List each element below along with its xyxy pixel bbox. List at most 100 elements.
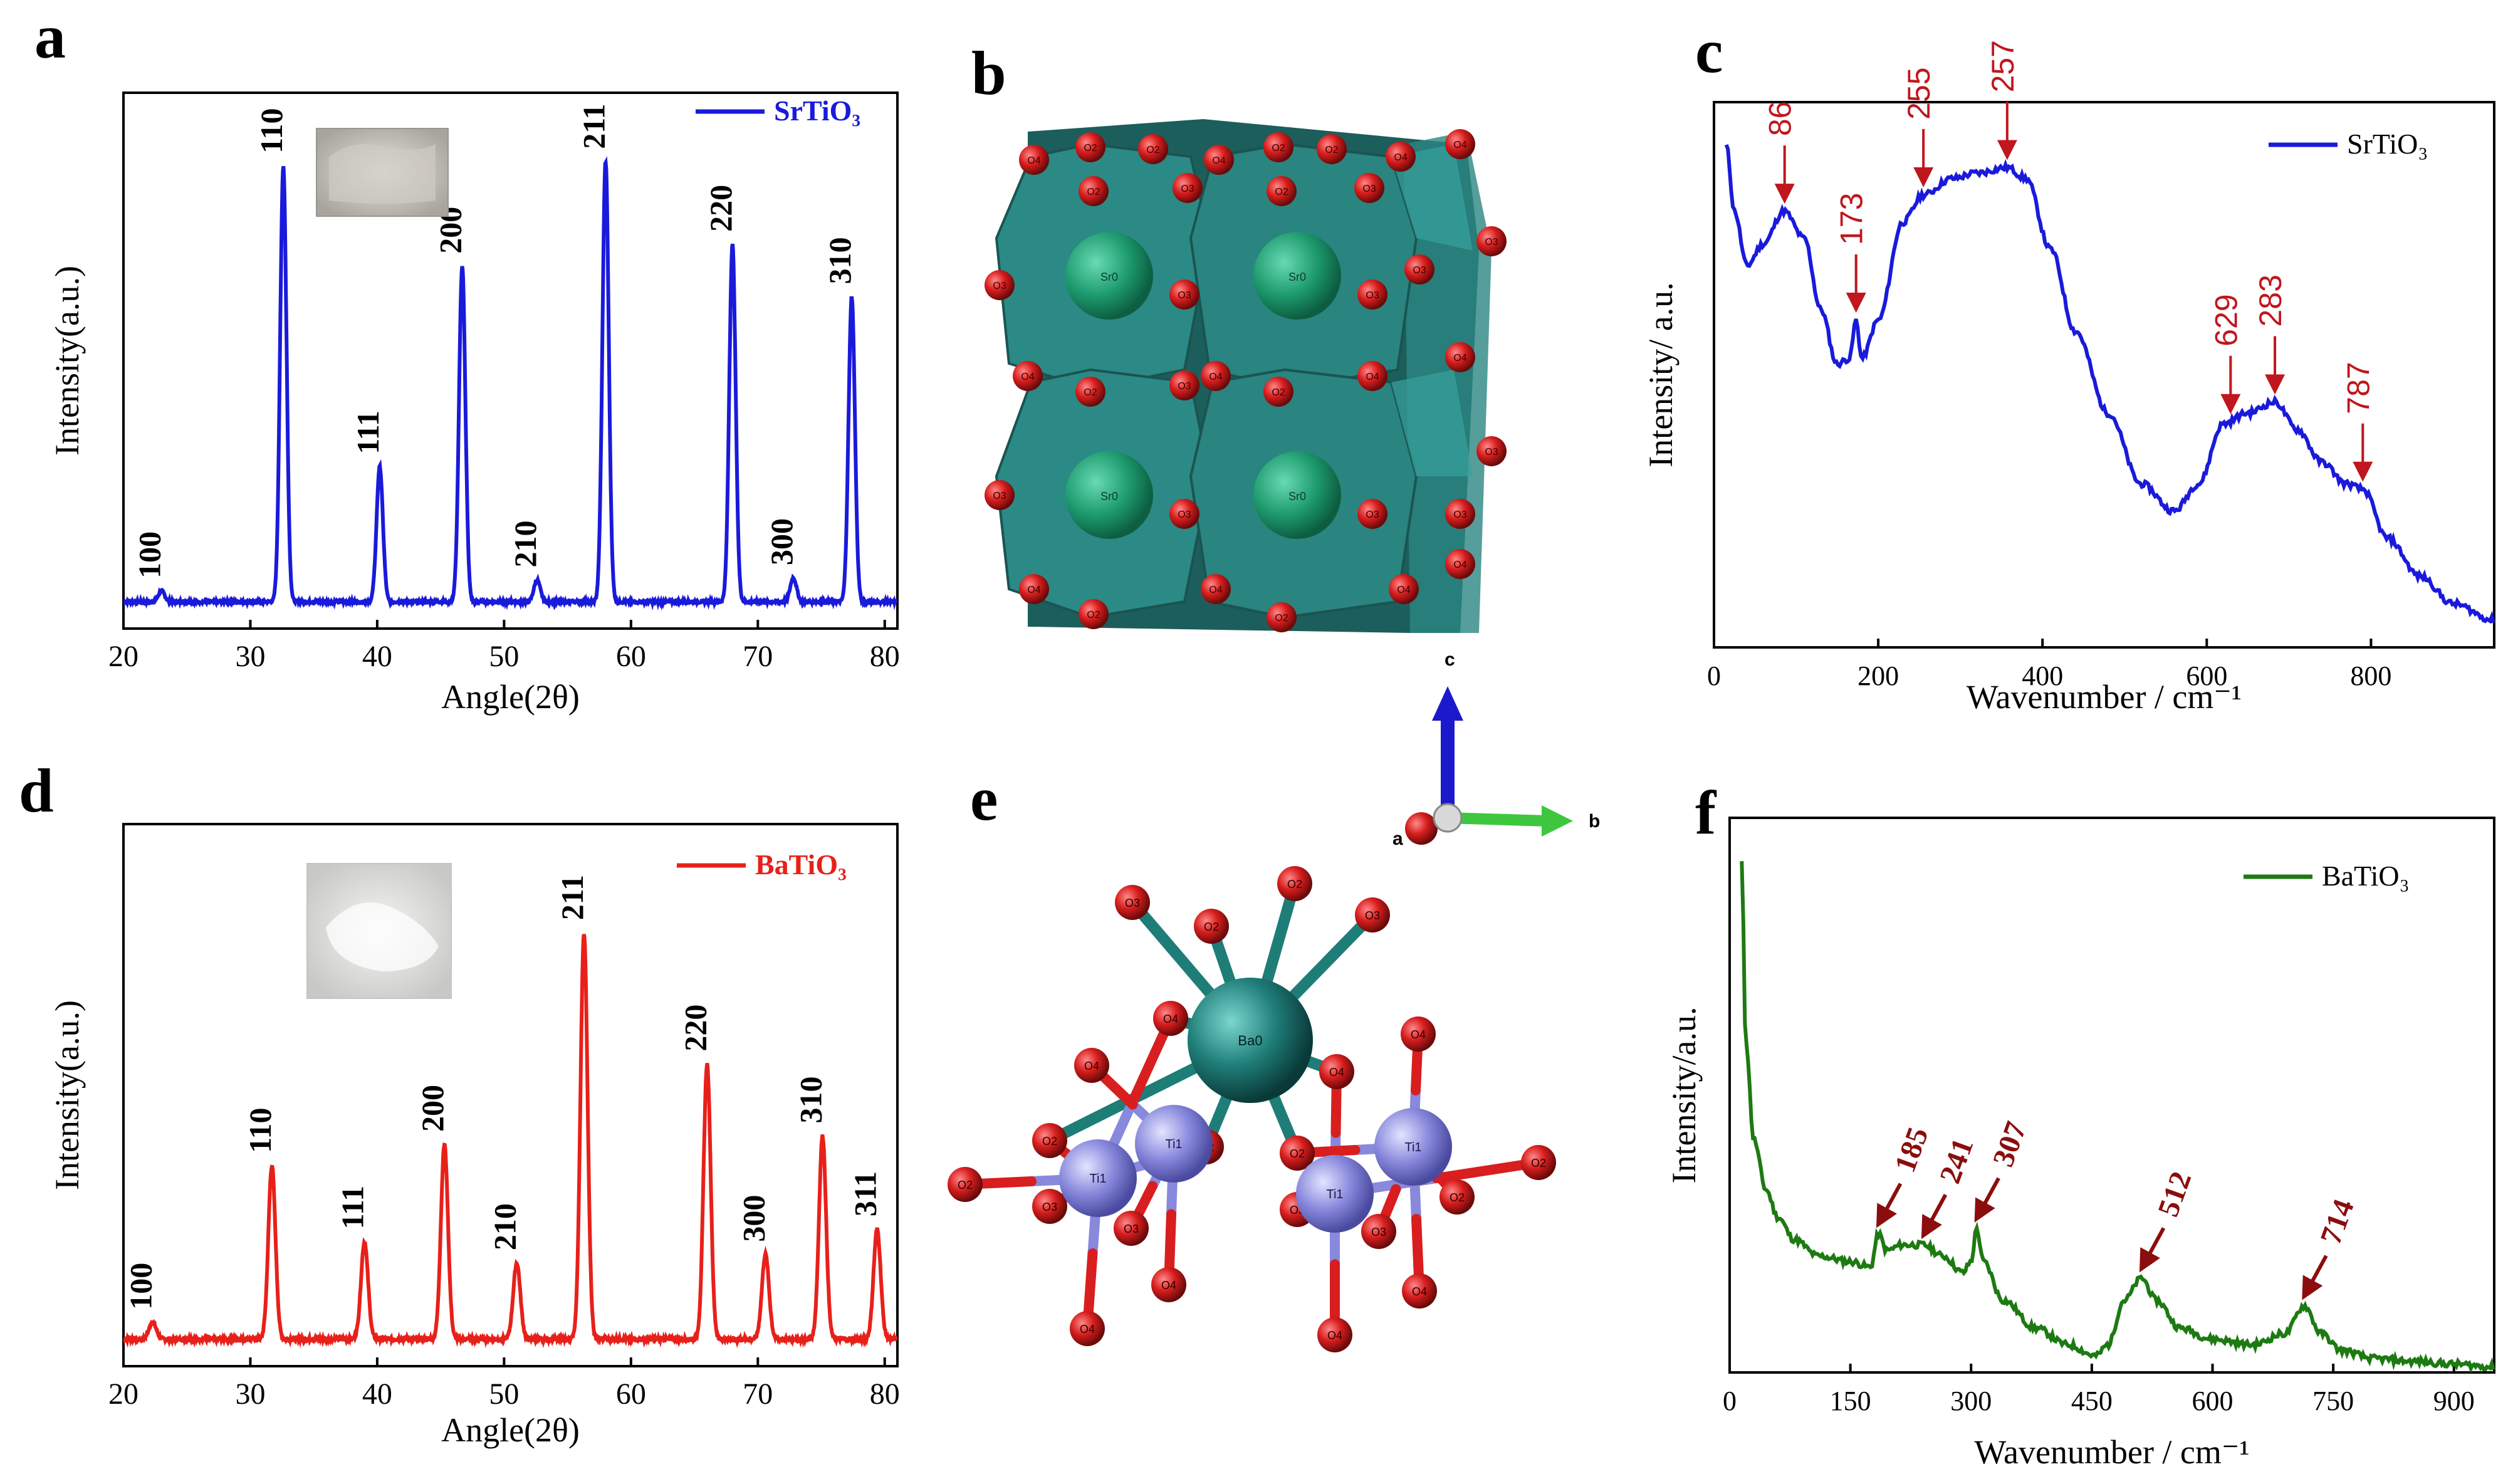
oxygen-atom: O4 [1401,1016,1436,1052]
oxygen-atom-label: O2 [1275,613,1288,624]
x-tick-label: 40 [362,640,392,673]
oxygen-atom: O4 [1151,1267,1186,1302]
oxygen-atom: O4 [1402,1273,1437,1309]
sr-atom-3: Sr0 [1065,451,1153,539]
x-tick-label: 60 [616,1377,646,1411]
oxygen-atom-label: O4 [1411,1028,1426,1041]
annotation-arrow-241 [1921,1194,1948,1240]
annotation-arrow-714 [2302,1255,2328,1300]
oxygen-atom-label: O2 [1042,1135,1057,1147]
oxygen-atom: O3 [1445,499,1475,529]
oxygen-atom: O2 [1075,377,1105,407]
oxygen-atom: O2 [1280,1136,1315,1171]
oxygen-atom-label: O4 [1329,1066,1344,1079]
oxygen-atom: O2 [1277,866,1312,901]
plot-frame [1728,817,2495,1374]
oxygen-atom: O3 [1169,280,1199,310]
oxygen-atom-label: O3 [1362,184,1376,194]
oxygen-atom-label: O4 [1412,1285,1427,1298]
oxygen-atom-label: O3 [1178,290,1191,301]
annotation-label-283: 283 [2253,274,2288,327]
oxygen-atom-label: O4 [1394,152,1407,163]
oxygen-atom: O2 [1075,132,1105,162]
peak-label-220: 220 [677,1005,713,1052]
y-axis-title: Intensity(a.u.) [48,266,86,456]
peak-label-111: 111 [335,1186,370,1229]
oxygen-atom-label: O4 [1027,585,1040,595]
oxygen-atom: O3 [1169,499,1199,529]
crystal-structure-batio3: O3O2O2O3O4O4O4O4O2O2O2O2O2O2O3O3O3O3O4O4… [948,866,1556,1352]
peak-label-200: 200 [415,1085,450,1132]
oxygen-atom: O4 [1070,1311,1105,1346]
oxygen-atom-label: O4 [1027,155,1040,166]
x-tick-label: 150 [1830,1386,1871,1416]
plot-frame [1713,101,2495,649]
oxygen-atom-label: O4 [1366,372,1379,382]
plot-frame [122,91,899,630]
oxygen-atom: O4 [1317,1317,1352,1352]
oxygen-atom: O2 [1521,1145,1556,1180]
legend-label: SrTiO₃ [2347,128,2428,160]
annotation-label-629: 629 [2208,294,2244,346]
oxygen-atom-label: O4 [1453,140,1466,150]
peak-label-311: 311 [848,1171,883,1216]
peak-label-110: 110 [243,1108,278,1153]
oxygen-atom-label: O4 [1453,353,1466,363]
oxygen-atom: O3 [985,480,1015,510]
oxygen-atom-label: O2 [1290,1147,1305,1160]
x-tick-label: 70 [743,1377,773,1411]
x-tick-label: 800 [2350,661,2391,691]
x-axis-title: Wavenumber / cm⁻¹ [1974,1433,2249,1471]
chart-a-xrd-srtio3: 20 30 40 50 60 70 80 Angle(2θ) Intensity(a.u.) Sr… [48,91,900,716]
sr-atom-4: Sr0 [1253,451,1341,539]
oxygen-atom: O2 [1032,1123,1067,1158]
oxygen-atom-label: O3 [1124,1223,1139,1235]
peak-label-210: 210 [508,520,543,567]
panel-label-f: f [1695,778,1717,847]
x-axis-title: Wavenumber / cm⁻¹ [1967,678,2242,716]
oxygen-atom-label: O4 [1161,1279,1176,1292]
xrd-pattern-line [123,156,898,611]
oxygen-atom: O4 [1074,1048,1109,1083]
oxygen-atom-label: O4 [1327,1329,1342,1342]
ti-atom-label: Ti1 [1089,1172,1106,1186]
oxygen-atom-label: O4 [1453,560,1466,570]
peak-label-211: 211 [555,875,590,920]
x-tick-label: 20 [108,640,138,673]
x-tick-label: 0 [1707,661,1721,691]
oxygen-atom: O3 [1361,1214,1396,1249]
ba-atom: Ba0 [1188,978,1313,1103]
x-tick-label: 400 [2022,661,2063,691]
oxygen-atom: O3 [1173,173,1203,203]
y-axis-title: Intensity(a.u.) [48,1000,86,1190]
x-tick-label: 20 [108,1377,138,1411]
x-tick-label: 70 [743,640,773,673]
svg-text:Sr0: Sr0 [1288,271,1306,283]
annotation-label-512: 512 [2151,1168,2198,1221]
peak-label-310: 310 [822,237,857,284]
panel-label-d: d [19,756,54,825]
legend-label: SrTiO₃ [774,95,860,127]
annotation-label-86: 86 [1763,102,1798,137]
oxygen-atom: O2 [1263,377,1293,407]
peak-label-211: 211 [576,104,611,149]
oxygen-atom: O3 [1476,436,1507,466]
xrd-pattern-line [122,934,898,1349]
oxygen-atom: O4 [1445,129,1475,159]
oxygen-atom-label: O3 [1178,509,1191,520]
annotation-label-307: 307 [1987,1117,2033,1171]
ti-atom-label: Ti1 [1404,1141,1421,1154]
oxygen-atom: O2 [1138,134,1168,164]
oxygen-atom: O3 [1032,1189,1067,1224]
oxygen-atom-label: O4 [1209,372,1222,382]
chart-c-raman-srtio3: 0 200 400 600 800 Wavenumber / cm⁻¹ Intensity/… [1642,40,2495,716]
oxygen-atom: O2 [1263,132,1293,162]
panel-label-a: a [34,2,66,71]
oxygen-atom-label: O4 [1209,585,1222,595]
oxygen-atom-label: O4 [1397,585,1410,595]
oxygen-atom: O4 [1357,361,1387,391]
annotation-label-185: 185 [1888,1123,1935,1177]
x-tick-label: 200 [1857,661,1899,691]
x-tick-label: 50 [489,640,519,673]
